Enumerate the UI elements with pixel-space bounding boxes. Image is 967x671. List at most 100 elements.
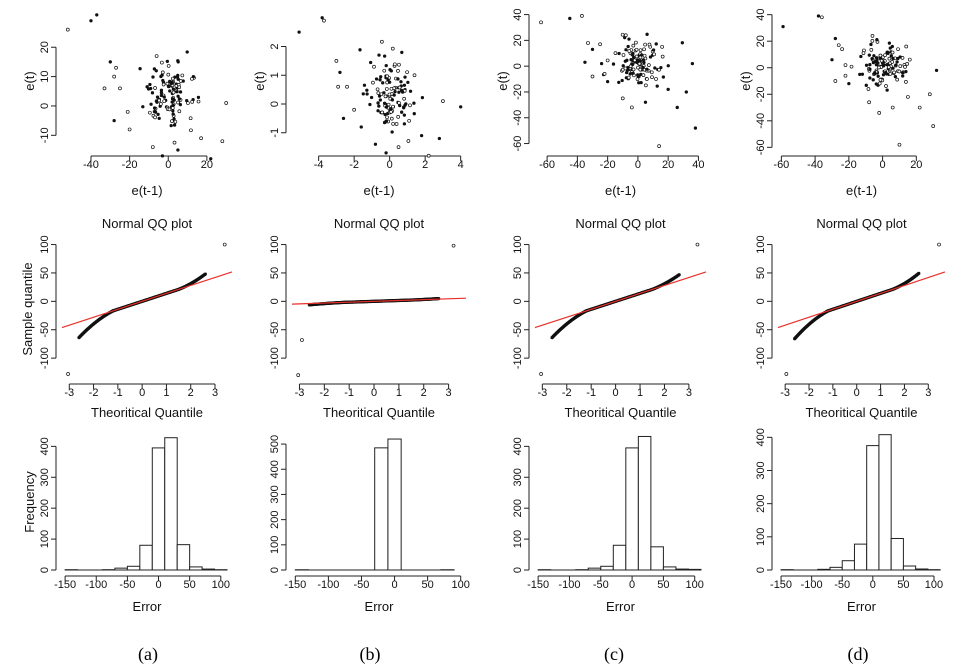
y-tick-label: 0: [269, 567, 281, 573]
scatter-point: [634, 54, 639, 59]
qq-panel-c: -3 -2 -1 0 1 2 3 -100 -50 0 50 100 Theoritical Quant…: [512, 216, 707, 420]
scatter-point: [382, 68, 387, 73]
scatter-point: [820, 15, 824, 20]
x-axis-title: Error: [133, 599, 163, 614]
y-axis-title: Frequency: [22, 471, 37, 533]
scatter-point: [372, 64, 376, 69]
y-tick-label: -100: [269, 347, 281, 369]
scatter-point: [359, 125, 363, 129]
scatter-point: [149, 102, 153, 106]
y-axis-title: Sample quantile: [20, 262, 35, 355]
x-tick-label: 3: [446, 387, 452, 399]
qq-point: [937, 242, 941, 247]
scatter-point: [224, 101, 229, 105]
histogram-bar: [841, 560, 855, 571]
scatter-point: [404, 102, 408, 106]
scatter-point: [888, 72, 893, 76]
scatter-point: [645, 67, 649, 71]
scatter-point: [680, 41, 685, 45]
scatter-point: [934, 68, 939, 73]
scatter-point: [459, 105, 463, 109]
scatter-point: [638, 48, 643, 53]
scatter-point: [102, 86, 107, 91]
histogram-bar: [687, 568, 702, 571]
scatter-point: [897, 69, 902, 74]
x-tick-label: 3: [212, 387, 218, 399]
scatter-point: [176, 100, 180, 105]
x-axis-title: Theoritical Quantile: [565, 405, 677, 420]
scatter-point: [399, 80, 403, 84]
scatter-point: [690, 61, 695, 66]
scatter-point: [394, 122, 399, 126]
scatter-point: [869, 42, 873, 47]
scatter-point: [623, 59, 627, 63]
x-axis-title: Error: [847, 599, 877, 614]
y-tick-label: 300: [269, 485, 281, 503]
scatter-point: [872, 54, 876, 58]
qq-point: [203, 272, 207, 276]
scatter-point: [400, 110, 404, 114]
scatter-points: [65, 13, 229, 161]
scatter-point: [602, 72, 607, 76]
scatter-point: [437, 136, 442, 141]
scatter-point: [906, 95, 910, 99]
scatter-point: [382, 101, 387, 105]
y-tick-label: 400: [269, 460, 281, 478]
x-tick-label: 0: [635, 159, 641, 171]
scatter-point: [382, 54, 387, 58]
y-tick-label: 100: [512, 235, 524, 253]
axes: -150 -100 -50 0 50 100 0 100 200 300 400 Error: [755, 428, 943, 614]
scatter-point: [161, 78, 165, 83]
scatter-point: [384, 63, 388, 68]
scatter-point: [382, 91, 386, 95]
scatter-point: [407, 118, 411, 123]
scatter-point: [168, 79, 172, 84]
scatter-point: [387, 80, 392, 84]
scatter-point: [108, 60, 112, 64]
scatter-point: [864, 83, 868, 87]
y-tick-label: 100: [755, 235, 767, 253]
scatter-point: [859, 54, 863, 59]
scatter-point: [847, 82, 851, 86]
scatter-point: [176, 59, 180, 63]
scatter-point: [420, 95, 425, 100]
x-tick-label: -40: [569, 159, 585, 171]
x-tick-label: 2: [422, 159, 428, 171]
caption-c: (c): [604, 644, 624, 665]
scatter-point: [873, 71, 877, 75]
scatter-point: [877, 110, 882, 115]
histogram-bar: [612, 544, 627, 571]
scatter-point: [657, 67, 661, 72]
x-tick-label: -50: [119, 579, 135, 591]
scatter-point: [666, 64, 670, 68]
scatter-point: [156, 112, 160, 117]
y-axis-title: e(t): [22, 71, 37, 91]
x-axis-title: e(t-1): [605, 183, 636, 198]
x-tick-label: 50: [184, 579, 196, 591]
scatter-point: [148, 110, 152, 115]
scatter-point: [138, 67, 142, 71]
scatter-point: [620, 96, 625, 101]
scatter-point: [896, 56, 900, 61]
scatter-point: [867, 53, 871, 57]
scatter-point: [383, 112, 387, 117]
scatter-point: [873, 59, 878, 64]
scatter-point: [887, 41, 892, 45]
x-tick-label: -100: [317, 579, 339, 591]
x-tick-label: -40: [83, 159, 99, 171]
scatter-point: [171, 112, 175, 116]
x-tick-label: -20: [600, 159, 616, 171]
scatter-point: [638, 67, 643, 72]
y-tick-label: 40: [755, 9, 767, 21]
scatter-point: [870, 34, 875, 38]
scatter-point: [870, 39, 875, 43]
scatter-point: [885, 63, 889, 67]
bar-panel-a: -150 -100 -50 0 50 100 0 100 200 300 400 Error Frequ…: [22, 437, 230, 614]
scatter-point: [385, 115, 389, 120]
scatter-point: [396, 69, 400, 73]
scatter-point: [145, 85, 149, 89]
scatter-points: [781, 14, 939, 147]
caption-b: (b): [360, 644, 381, 665]
y-tick-label: -20: [512, 84, 524, 100]
scatter-point: [654, 77, 658, 81]
